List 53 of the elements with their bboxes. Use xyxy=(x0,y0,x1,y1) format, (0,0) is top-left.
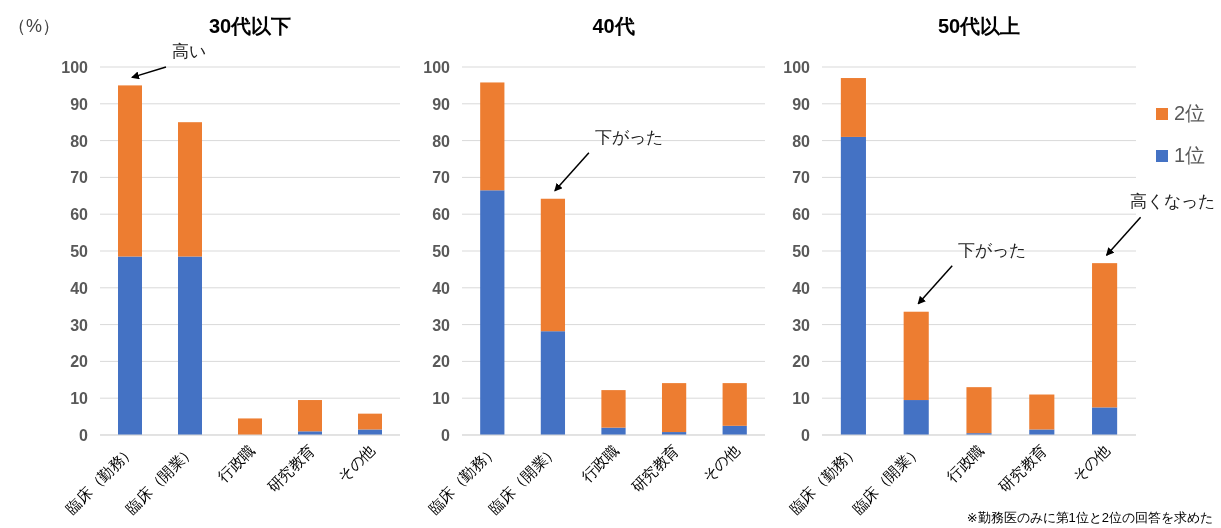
y-tick-label: 100 xyxy=(61,59,89,76)
y-tick-label: 20 xyxy=(792,353,811,371)
y-tick-label: 10 xyxy=(432,390,451,408)
x-tick-label: 行政職 xyxy=(214,441,259,485)
y-axis-title: （%） xyxy=(8,16,61,36)
x-tick-label: 行政職 xyxy=(943,441,988,485)
chart-title: 40代 xyxy=(592,15,635,37)
annotation: 高くなった xyxy=(1130,192,1215,212)
x-tick-label: 行政職 xyxy=(577,441,622,485)
y-tick-label: 70 xyxy=(792,169,811,187)
y-tick-label: 50 xyxy=(70,243,89,260)
y-tick-label: 50 xyxy=(432,243,451,260)
legend-label: 1位 xyxy=(1174,144,1206,166)
annotation: 下がった xyxy=(958,240,1027,260)
y-tick-label: 40 xyxy=(792,279,811,297)
y-tick-label: 90 xyxy=(70,95,89,113)
y-tick-label: 80 xyxy=(70,132,89,150)
y-tick-label: 70 xyxy=(70,169,89,187)
x-tick-label: その他 xyxy=(1068,441,1113,485)
y-tick-label: 40 xyxy=(70,279,89,297)
y-tick-label: 10 xyxy=(70,390,89,408)
y-tick-label: 20 xyxy=(70,353,89,371)
text: ※勤務医のみに第1位と2位の回答を求めた xyxy=(966,510,1213,525)
y-tick-label: 80 xyxy=(432,132,451,150)
annotation: 高い xyxy=(172,42,206,61)
y-tick-label: 30 xyxy=(792,316,811,334)
y-tick-label: 100 xyxy=(423,59,451,76)
y-tick-label: 100 xyxy=(783,59,811,76)
y-tick-label: 90 xyxy=(792,95,811,113)
y-tick-label: 30 xyxy=(70,316,89,334)
x-tick-label: その他 xyxy=(698,441,743,485)
y-tick-label: 0 xyxy=(441,427,451,444)
x-tick-label: その他 xyxy=(334,441,379,485)
x-tick-label: 研究教育 xyxy=(627,441,683,496)
legend-label: 2位 xyxy=(1174,102,1206,124)
y-tick-label: 40 xyxy=(432,279,451,297)
x-tick-label: 研究教育 xyxy=(995,441,1050,496)
y-tick-label: 30 xyxy=(432,316,451,334)
chart-title: 50代以上 xyxy=(937,15,1021,37)
y-tick-label: 20 xyxy=(432,353,451,371)
y-tick-label: 60 xyxy=(432,206,451,224)
annotation: 下がった xyxy=(594,127,663,147)
y-tick-label: 70 xyxy=(432,169,451,187)
x-tick-label: 研究教育 xyxy=(263,441,319,496)
y-tick-label: 10 xyxy=(792,390,811,408)
y-tick-label: 60 xyxy=(70,206,89,224)
y-tick-label: 60 xyxy=(792,206,811,224)
y-tick-label: 80 xyxy=(792,132,811,150)
y-tick-label: 90 xyxy=(432,95,451,113)
y-tick-label: 50 xyxy=(792,243,811,260)
y-tick-label: 0 xyxy=(79,427,89,444)
chart-title: 30代以下 xyxy=(208,15,292,37)
y-tick-label: 0 xyxy=(801,427,811,444)
